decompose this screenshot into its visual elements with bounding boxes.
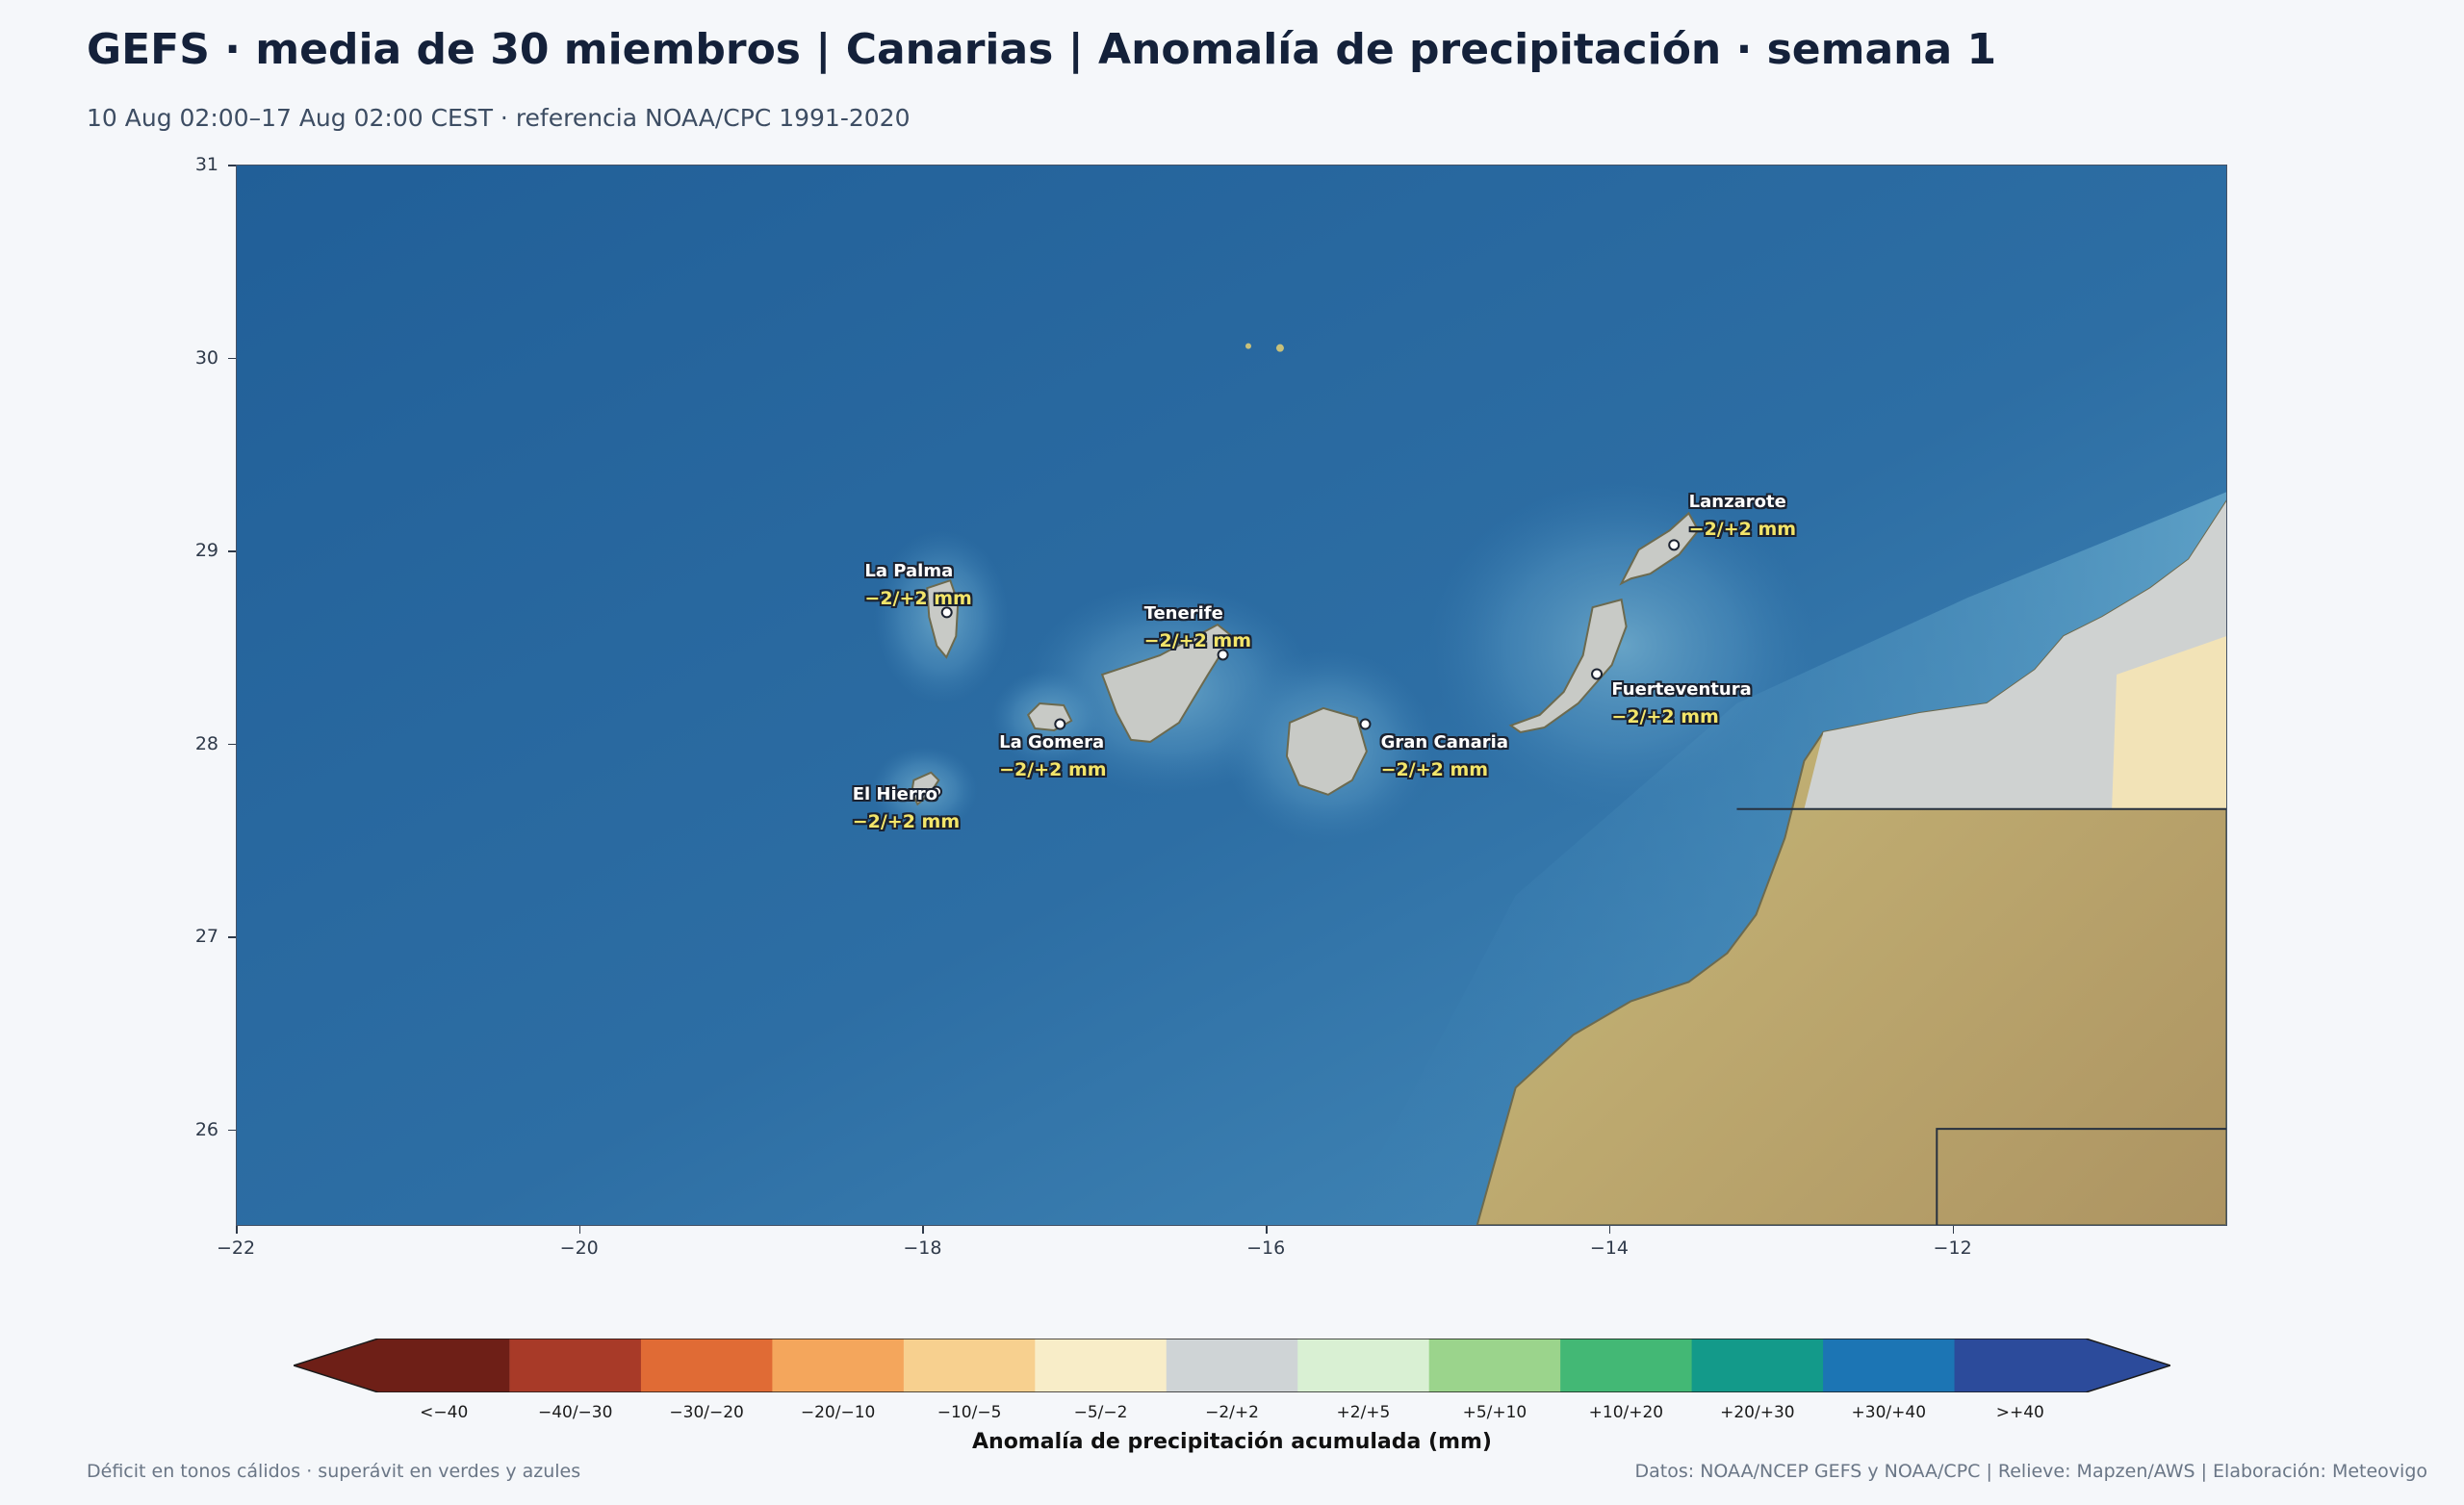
station-marker[interactable] xyxy=(1668,539,1681,551)
station-marker[interactable] xyxy=(940,606,953,619)
island-selvagens xyxy=(1275,344,1284,352)
lon-tick-label: −12 xyxy=(1933,1237,1972,1259)
lat-tick-mark xyxy=(228,165,236,166)
border-line-south xyxy=(1936,1128,2226,1225)
lon-tick-label: −16 xyxy=(1246,1237,1286,1259)
station-name: Lanzarote xyxy=(1688,492,1786,513)
station-name: El Hierro xyxy=(852,783,937,804)
island-gran-canaria xyxy=(1285,706,1368,796)
colorbar-segment xyxy=(772,1339,905,1392)
colorbar-segment xyxy=(1691,1339,1824,1392)
colorbar-segment xyxy=(1954,1339,2170,1392)
colorbar-tick-label: −10/−5 xyxy=(937,1403,1002,1422)
lat-tick-mark xyxy=(228,550,236,552)
colorbar-segment xyxy=(903,1339,1036,1392)
colorbar-tick-label: +30/+40 xyxy=(1851,1403,1927,1422)
colorbar-tick-label: −2/+2 xyxy=(1205,1403,1259,1422)
map-panel[interactable] xyxy=(236,165,2227,1226)
colorbar-tick-label: +10/+20 xyxy=(1588,1403,1664,1422)
island-el-hierro xyxy=(911,771,940,806)
colorbar-label: Anomalía de precipitación acumulada (mm) xyxy=(972,1430,1492,1454)
lat-tick-mark xyxy=(228,1129,236,1132)
lon-tick-mark xyxy=(1266,1226,1268,1234)
colorbar-tick-label: +2/+5 xyxy=(1336,1403,1391,1422)
station-marker[interactable] xyxy=(1054,718,1066,730)
lat-tick-label: 28 xyxy=(194,732,218,754)
lat-tick-mark xyxy=(228,357,236,360)
mainland-dry-zone xyxy=(2112,636,2226,809)
station-name: La Palma xyxy=(864,561,954,582)
station-marker[interactable] xyxy=(1359,718,1372,730)
relief-map[interactable] xyxy=(237,166,2226,1225)
colorbar-tick-label: +5/+10 xyxy=(1462,1403,1527,1422)
colorbar-segment xyxy=(509,1339,642,1392)
station-name: Tenerife xyxy=(1143,603,1223,625)
colorbar xyxy=(294,1339,2170,1392)
colorbar-segment xyxy=(294,1339,510,1392)
colorbar-segment xyxy=(1166,1339,1298,1392)
colorbar-segment xyxy=(1560,1339,1693,1392)
colorbar-tick-label: −40/−30 xyxy=(537,1403,613,1422)
station-value: −2/+2 mm xyxy=(1611,706,1719,728)
station-value: −2/+2 mm xyxy=(1688,519,1797,541)
station-value: −2/+2 mm xyxy=(864,588,972,610)
footer-credits: Datos: NOAA/NCEP GEFS y NOAA/CPC | Relie… xyxy=(1634,1461,2427,1482)
station-marker[interactable] xyxy=(1217,649,1229,661)
lat-tick-label: 27 xyxy=(194,926,218,948)
colorbar-tick-label: <−40 xyxy=(420,1403,469,1422)
footer-note: Déficit en tonos cálidos · superávit en … xyxy=(87,1461,581,1482)
colorbar-segment xyxy=(1297,1339,1430,1392)
page-title: GEFS · media de 30 miembros | Canarias |… xyxy=(87,25,1997,74)
lon-tick-mark xyxy=(922,1226,924,1234)
lat-tick-label: 26 xyxy=(194,1118,218,1140)
colorbar-tick-label: >+40 xyxy=(1995,1403,2044,1422)
station-marker[interactable] xyxy=(931,785,943,798)
station-name: La Gomera xyxy=(999,731,1105,752)
lat-tick-label: 29 xyxy=(194,540,218,562)
island-la-palma xyxy=(926,578,960,659)
station-value: −2/+2 mm xyxy=(1143,630,1252,652)
lon-tick-label: −18 xyxy=(903,1237,942,1259)
lat-tick-mark xyxy=(228,936,236,938)
colorbar-segment xyxy=(1428,1339,1561,1392)
station-markers xyxy=(931,539,1681,798)
colorbar-segment xyxy=(640,1339,773,1392)
colorbar-tick-label: −5/−2 xyxy=(1073,1403,1128,1422)
station-value: −2/+2 mm xyxy=(999,758,1107,780)
station-value: −2/+2 mm xyxy=(1380,758,1489,780)
lon-tick-label: −20 xyxy=(559,1237,599,1259)
colorbar-tick-label: −20/−10 xyxy=(800,1403,876,1422)
lon-tick-label: −22 xyxy=(216,1237,256,1259)
island-lanzarote xyxy=(1619,511,1700,586)
lon-tick-mark xyxy=(1952,1226,1955,1234)
lat-tick-mark xyxy=(228,743,236,746)
island-tenerife xyxy=(1100,623,1234,743)
lon-tick-mark xyxy=(236,1226,238,1234)
island-fuerteventura xyxy=(1508,598,1628,733)
page-subtitle: 10 Aug 02:00–17 Aug 02:00 CEST · referen… xyxy=(87,104,911,132)
colorbar-tick-label: −30/−20 xyxy=(669,1403,744,1422)
station-value: −2/+2 mm xyxy=(852,810,961,832)
lat-tick-label: 31 xyxy=(194,154,218,175)
colorbar-tick-label: +20/+30 xyxy=(1720,1403,1795,1422)
lon-tick-mark xyxy=(1608,1226,1611,1234)
colorbar-segment xyxy=(1823,1339,1956,1392)
lon-tick-label: −14 xyxy=(1589,1237,1629,1259)
lon-tick-mark xyxy=(578,1226,581,1234)
colorbar-segment xyxy=(1035,1339,1168,1392)
lat-tick-label: 30 xyxy=(194,346,218,369)
station-name: Fuerteventura xyxy=(1611,679,1752,701)
station-marker[interactable] xyxy=(1591,668,1604,680)
island-selvagens-2 xyxy=(1245,343,1251,349)
station-name: Gran Canaria xyxy=(1380,731,1508,752)
